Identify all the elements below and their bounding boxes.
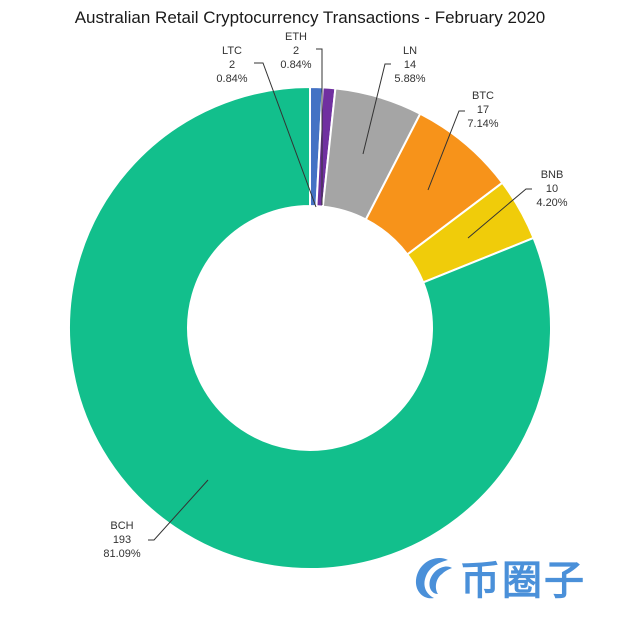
label-name: BNB bbox=[540, 169, 564, 181]
watermark-text: 币圈子 bbox=[460, 558, 586, 604]
label-value: 2 bbox=[228, 59, 236, 71]
watermark: 币圈子 bbox=[410, 548, 586, 606]
label-value: 2 bbox=[292, 45, 300, 57]
label-pct: 7.14% bbox=[467, 118, 499, 130]
label-value: 193 bbox=[112, 534, 132, 546]
label-name: ETH bbox=[285, 31, 307, 43]
label-pct: 0.84% bbox=[216, 73, 248, 85]
leader-line-bch bbox=[148, 479, 209, 541]
label-value: 10 bbox=[545, 183, 559, 195]
label-eth: ETH 2 0.84% bbox=[276, 30, 316, 72]
leader-line-bnb bbox=[467, 188, 532, 239]
label-name: LTC bbox=[222, 45, 242, 57]
label-name: LN bbox=[402, 45, 418, 57]
label-btc: BTC 17 7.14% bbox=[463, 89, 503, 131]
leader-line-ltc bbox=[254, 62, 317, 208]
label-name: BCH bbox=[110, 520, 134, 532]
label-ln: LN 14 5.88% bbox=[390, 44, 430, 86]
label-value: 17 bbox=[476, 104, 490, 116]
label-ltc: LTC 2 0.84% bbox=[212, 44, 252, 86]
leader-line-btc bbox=[427, 110, 465, 191]
leader-line-eth bbox=[316, 48, 323, 205]
slice-bch bbox=[68, 85, 552, 570]
label-name: BTC bbox=[472, 90, 494, 102]
label-pct: 4.20% bbox=[536, 197, 568, 209]
watermark-logo-icon bbox=[415, 558, 452, 599]
label-bnb: BNB 10 4.20% bbox=[532, 168, 572, 210]
chart-title: Australian Retail Cryptocurrency Transac… bbox=[74, 8, 546, 27]
label-pct: 5.88% bbox=[394, 73, 426, 85]
leader-line-ln bbox=[362, 63, 391, 155]
label-pct: 0.84% bbox=[280, 59, 312, 71]
label-pct: 81.09% bbox=[103, 548, 141, 560]
label-value: 14 bbox=[403, 59, 417, 71]
label-bch: BCH 193 81.09% bbox=[100, 519, 144, 561]
